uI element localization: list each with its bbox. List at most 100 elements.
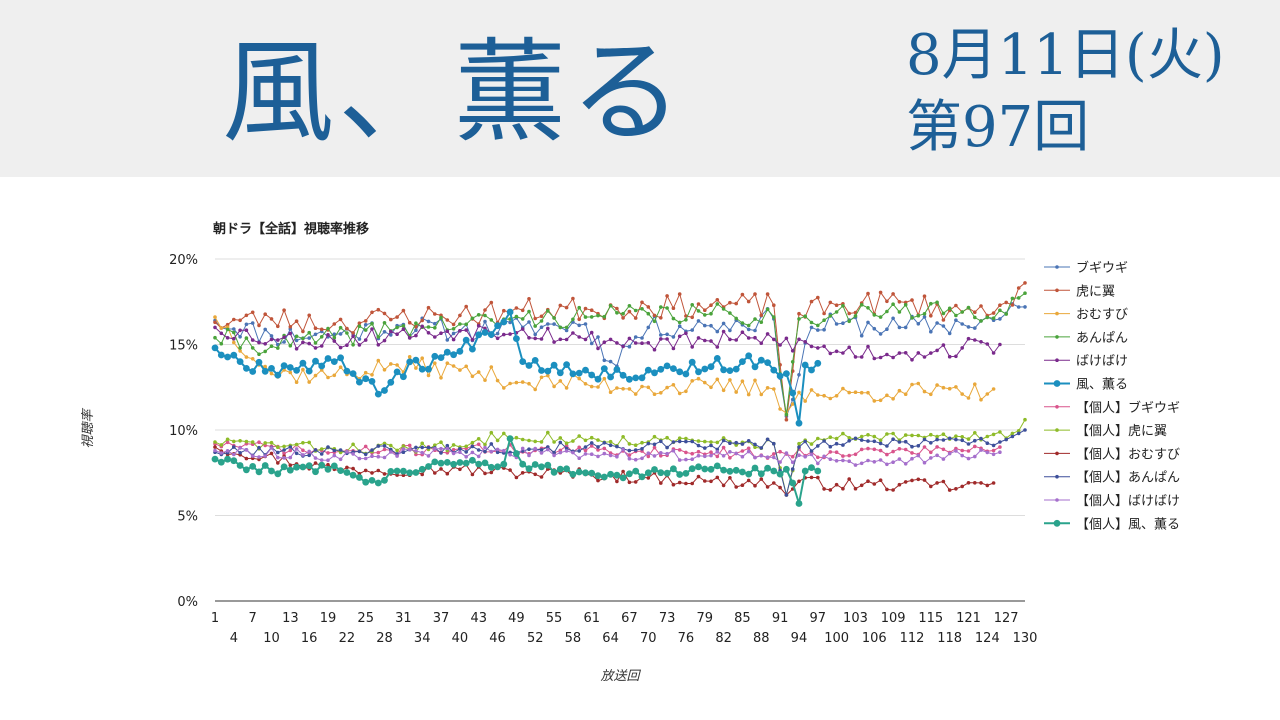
data-point	[627, 344, 632, 349]
data-point	[420, 356, 425, 360]
data-point	[922, 478, 927, 482]
data-point	[439, 331, 443, 335]
data-point	[721, 388, 726, 393]
data-point	[583, 445, 588, 449]
data-point	[671, 306, 676, 310]
data-point	[732, 365, 740, 373]
data-point	[764, 359, 771, 366]
data-point	[602, 441, 607, 445]
data-point	[1004, 437, 1008, 442]
data-point	[941, 324, 946, 328]
data-point	[684, 439, 688, 444]
legend-label: 【個人】虎に翼	[1076, 424, 1167, 439]
data-point	[872, 326, 877, 331]
data-point	[803, 399, 807, 403]
legend-swatch-marker	[1055, 498, 1059, 502]
data-point	[690, 451, 694, 456]
data-point	[695, 463, 702, 471]
data-point	[382, 330, 387, 334]
x-tick-label: 34	[414, 631, 431, 646]
data-point	[696, 449, 701, 454]
data-point	[313, 326, 318, 330]
data-point	[319, 344, 324, 348]
data-point	[615, 454, 619, 459]
data-point	[859, 355, 864, 359]
data-point	[294, 447, 299, 451]
data-point	[571, 317, 575, 322]
data-point	[910, 298, 914, 302]
data-point	[621, 469, 625, 474]
data-point	[734, 316, 738, 321]
data-point	[514, 380, 519, 385]
data-point	[834, 482, 839, 487]
data-point	[232, 445, 236, 449]
data-point	[916, 444, 921, 448]
data-point	[318, 362, 326, 370]
data-point	[665, 306, 669, 310]
data-point	[483, 449, 487, 454]
data-point	[276, 461, 280, 465]
data-point	[973, 438, 977, 443]
data-point	[439, 467, 443, 471]
data-point	[1016, 431, 1021, 436]
data-point	[935, 348, 939, 353]
data-point	[250, 346, 255, 350]
data-point	[853, 486, 858, 491]
data-point	[393, 368, 401, 376]
data-point	[659, 454, 663, 458]
data-point	[219, 451, 224, 455]
data-point	[872, 434, 877, 439]
data-point	[520, 446, 525, 451]
data-point	[878, 355, 883, 360]
data-point	[872, 313, 877, 317]
data-point	[770, 467, 778, 475]
data-point	[728, 476, 732, 480]
x-tick-label: 28	[376, 631, 393, 646]
data-point	[979, 436, 983, 441]
data-point	[627, 448, 632, 453]
data-point	[814, 467, 822, 475]
data-point	[607, 470, 614, 478]
data-point	[556, 465, 564, 473]
data-point	[797, 479, 801, 484]
data-point	[238, 318, 242, 323]
data-point	[232, 336, 236, 341]
data-point	[546, 447, 550, 452]
data-point	[213, 445, 217, 449]
data-point	[677, 458, 682, 462]
data-point	[558, 436, 563, 440]
data-point	[841, 304, 845, 308]
data-point	[621, 435, 625, 439]
data-point	[577, 456, 581, 461]
data-point	[357, 324, 362, 328]
data-point	[703, 446, 707, 450]
data-point	[633, 316, 638, 320]
data-point	[608, 443, 613, 448]
data-point	[715, 475, 720, 480]
data-point	[772, 337, 776, 342]
data-point	[713, 355, 721, 362]
data-point	[866, 291, 870, 296]
data-point	[508, 320, 512, 325]
data-point	[400, 467, 407, 475]
data-point	[745, 352, 753, 360]
data-point	[646, 325, 651, 330]
data-point	[395, 454, 399, 458]
data-point	[288, 331, 293, 336]
data-point	[652, 442, 657, 447]
data-point	[922, 460, 927, 465]
data-point	[633, 341, 638, 345]
data-point	[872, 460, 877, 464]
data-point	[211, 344, 219, 352]
data-point	[772, 315, 776, 319]
data-point	[1023, 291, 1027, 295]
data-point	[941, 457, 946, 461]
x-axis-label: 放送回	[600, 669, 641, 684]
data-point	[696, 302, 701, 306]
data-point	[665, 294, 669, 298]
data-point	[619, 474, 627, 482]
data-point	[250, 454, 255, 458]
data-point	[345, 331, 349, 335]
data-point	[495, 336, 500, 341]
data-point	[376, 358, 381, 363]
